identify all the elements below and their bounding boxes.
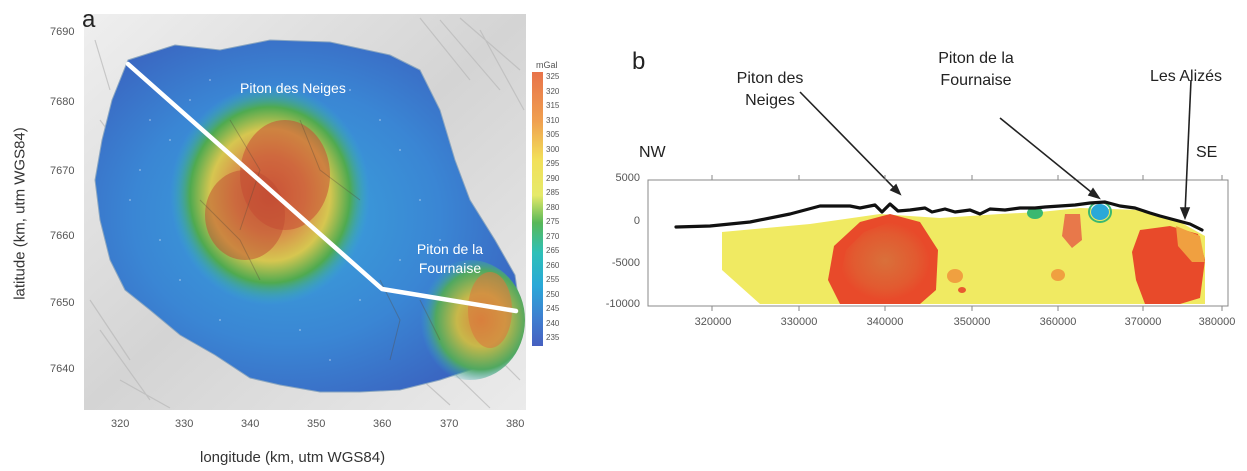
x-tick: 320000 [694,316,732,328]
colorbar-tick: 280 [546,202,560,212]
colorbar-tick: 265 [546,246,560,255]
y-tick: -5000 [611,257,640,269]
valley-lines [199,119,441,361]
label-les-alizes: Les Alizés [1150,68,1223,85]
map-label-fournaise-line1: Piton de la [416,241,484,257]
x-tick: 330 [175,418,194,430]
colorbar-ticks: 325 320 315 310 305 300 295 290 285 280 … [546,72,562,346]
colorbar-tick: 325 [546,72,560,81]
panel-a-label: a [82,6,96,33]
x-axis-top-ticks [711,175,1223,180]
x-tick: 350000 [953,316,991,328]
label-piton-de-la-fournaise: Piton de la Fournaise [916,48,1036,92]
label-fournaise-line1: Piton de la [938,50,1014,67]
y-tick: -10000 [605,298,640,310]
y-tick: 7670 [50,165,75,177]
x-tick: 380 [506,418,525,430]
topography-line [674,200,1204,232]
cross-section [647,79,1229,311]
colorbar-title: mGal [536,60,558,70]
colorbar-tick: 285 [546,188,560,197]
map-label-piton-de-la-fournaise: Piton de la Fournaise [400,240,500,278]
y-tick: 7650 [50,297,75,309]
x-tick: 360000 [1039,316,1077,328]
map-label-fournaise-line2: Fournaise [418,260,482,276]
map-label-piton-des-neiges: Piton des Neiges [240,80,346,96]
x-tick: 370 [440,418,459,430]
profile-trace [125,61,519,314]
low-anomaly-2 [1091,204,1109,220]
colorbar-tick: 310 [546,115,560,125]
colorbar-tick: 305 [546,130,560,139]
label-piton-des-neiges: Piton des Neiges [715,68,825,112]
y-tick: 7660 [50,230,75,242]
x-axis-ticks [711,306,1223,311]
y-tick: 0 [633,215,640,227]
dense-anomaly-3 [1062,214,1082,248]
y-tick: 5000 [615,172,640,184]
colorbar-tick: 270 [546,231,560,241]
colorbar-tick: 235 [546,333,560,342]
low-anomaly-1 [1027,207,1043,219]
x-tick: 340 [241,418,260,430]
label-nw: NW [639,144,666,161]
colorbar-tick: 245 [546,304,560,313]
colorbar-tick: 260 [546,260,560,270]
colorbar [532,72,543,346]
colorbar-tick: 300 [546,144,560,154]
x-tick: 330000 [780,316,818,328]
colorbar-tick: 250 [546,289,560,299]
label-neiges-line1: Piton des [736,70,804,87]
x-tick: 370000 [1124,316,1162,328]
panel-b: b Piton des Neiges Piton de la Fournaise… [560,0,1247,471]
x-tick: 380000 [1198,316,1236,328]
colorbar-tick: 255 [546,275,560,284]
x-tick: 340000 [866,316,904,328]
panel-b-label: b [632,48,646,75]
colorbar-tick: 320 [546,86,560,96]
label-neiges-line2: Neiges [745,92,795,109]
colorbar-tick: 275 [546,217,560,226]
colorbar-tick: 295 [546,159,560,168]
y-tick: 7680 [50,96,75,108]
colorbar-tick: 240 [546,318,560,328]
x-tick: 320 [111,418,130,430]
y-tick: 7640 [50,363,75,375]
x-tick: 350 [307,418,326,430]
survey-points [129,79,441,361]
colorbar-tick: 290 [546,173,560,183]
label-se: SE [1196,144,1218,161]
y-tick: 7690 [50,26,75,38]
x-axis-title: longitude (km, utm WGS84) [200,449,386,466]
gravity-map [84,14,543,410]
colorbar-tick: 315 [546,101,560,110]
leader-arrows [799,79,1192,221]
y-axis-title: latitude (km, utm WGS84) [11,127,29,300]
x-tick: 360 [373,418,392,430]
label-fournaise-line2: Fournaise [940,72,1012,89]
panel-a: a 7690 7680 7670 7660 7650 7640 320 330 … [0,0,560,471]
